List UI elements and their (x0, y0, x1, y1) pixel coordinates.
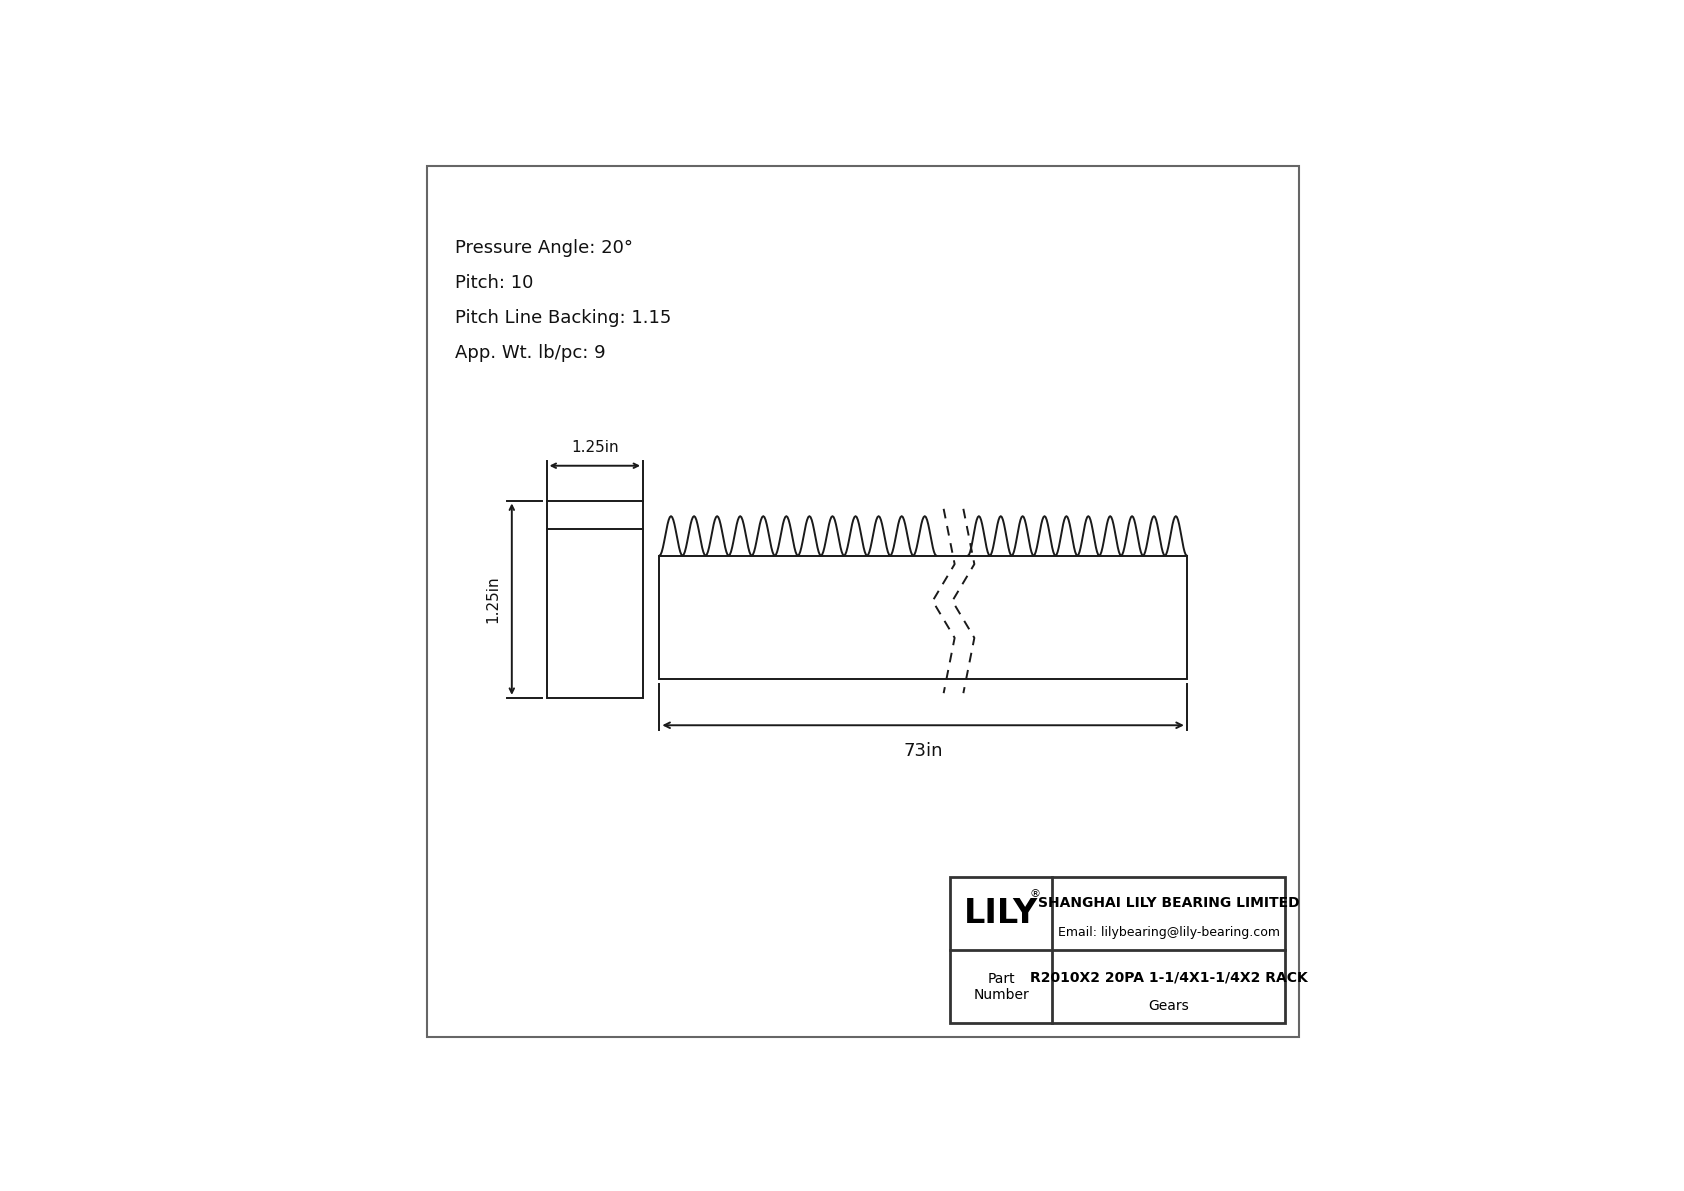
Text: Gears: Gears (1148, 999, 1189, 1012)
Text: ®: ® (1029, 888, 1041, 899)
Bar (547, 500, 643, 698)
Text: Pressure Angle: 20°: Pressure Angle: 20° (455, 239, 633, 257)
Text: 1.25in: 1.25in (571, 439, 618, 455)
Text: Part
Number: Part Number (973, 972, 1029, 1002)
Text: 1.25in: 1.25in (485, 575, 500, 623)
Text: Pitch: 10: Pitch: 10 (455, 274, 534, 292)
Text: Pitch Line Backing: 1.15: Pitch Line Backing: 1.15 (455, 308, 672, 326)
Bar (660, 555, 1187, 679)
Text: Email: lilybearing@lily-bearing.com: Email: lilybearing@lily-bearing.com (1058, 925, 1280, 939)
Text: App. Wt. lb/pc: 9: App. Wt. lb/pc: 9 (455, 344, 606, 362)
Text: R2010X2 20PA 1-1/4X1-1/4X2 RACK: R2010X2 20PA 1-1/4X1-1/4X2 RACK (1029, 971, 1307, 985)
Text: LILY: LILY (965, 897, 1039, 930)
Bar (950, 877, 1285, 1023)
Text: 73in: 73in (903, 742, 943, 760)
Text: SHANGHAI LILY BEARING LIMITED: SHANGHAI LILY BEARING LIMITED (1037, 896, 1300, 910)
